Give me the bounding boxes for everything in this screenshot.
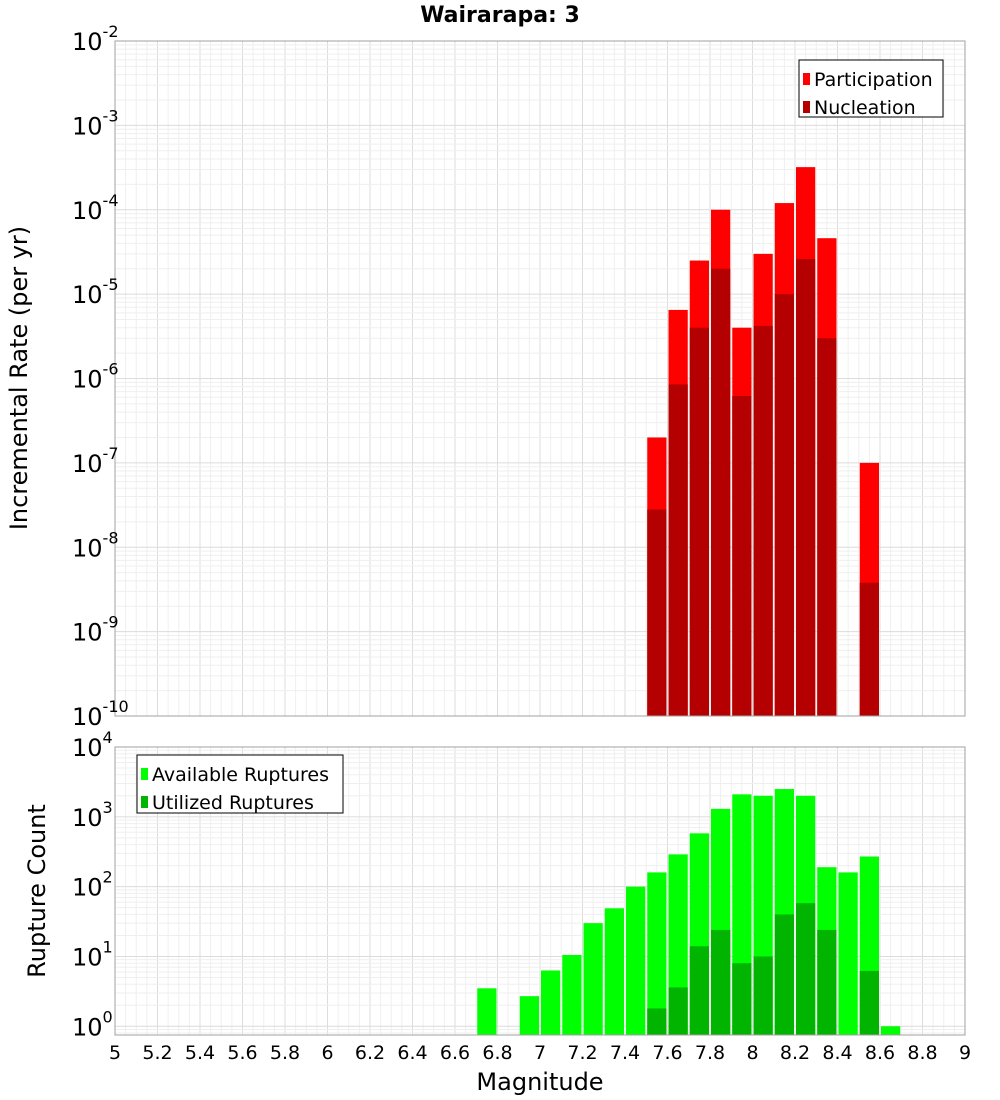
x-tick-label: 8.6 <box>865 1042 895 1064</box>
x-tick-label: 5.6 <box>227 1042 257 1064</box>
bar-available-ruptures <box>626 886 646 1035</box>
x-tick-label: 6.6 <box>440 1042 470 1064</box>
bar-utilized-ruptures <box>817 929 837 1035</box>
bar-available-ruptures <box>519 996 539 1035</box>
y-tick-label: 102 <box>72 868 113 902</box>
legend-swatch <box>141 768 148 780</box>
y-tick-label: 10-2 <box>72 22 119 56</box>
bar-available-ruptures <box>647 872 667 1035</box>
bar-utilized-ruptures <box>711 929 731 1035</box>
legend: Participation Nucleation <box>798 59 944 119</box>
y-tick-label: 10-4 <box>72 191 119 225</box>
bar-utilized-ruptures <box>753 956 773 1035</box>
y-tick-label: 103 <box>72 798 113 832</box>
bottom-y-axis-label: Rupture Count <box>23 804 51 978</box>
bar-nucleation <box>689 327 709 716</box>
bar-nucleation <box>732 396 752 716</box>
legend-swatch <box>141 796 148 808</box>
bar-nucleation <box>711 268 731 716</box>
x-tick-label: 5 <box>109 1042 121 1064</box>
x-tick-label: 8.2 <box>780 1042 810 1064</box>
bar-utilized-ruptures <box>668 987 688 1035</box>
y-tick-label: 10-3 <box>72 106 119 140</box>
bar-utilized-ruptures <box>647 1008 667 1035</box>
x-tick-label: 8.8 <box>907 1042 937 1064</box>
bar-nucleation <box>774 294 794 717</box>
x-tick-label: 6.2 <box>355 1042 385 1064</box>
plot-frame <box>114 746 966 1036</box>
bar-nucleation <box>668 384 688 716</box>
x-axis-label: Magnitude <box>476 1068 603 1096</box>
x-tick-label: 9 <box>959 1042 971 1064</box>
y-tick-label: 10-10 <box>72 697 129 731</box>
bar-available-ruptures <box>541 970 561 1035</box>
y-tick-label: 10-5 <box>72 275 119 309</box>
legend-label: Participation <box>814 69 933 91</box>
bar-utilized-ruptures <box>796 903 816 1035</box>
y-tick-label: 104 <box>72 728 113 762</box>
x-tick-label: 5.4 <box>185 1042 215 1064</box>
x-tick-label: 8 <box>746 1042 758 1064</box>
bar-nucleation <box>817 338 837 716</box>
y-tick-label: 101 <box>72 937 113 971</box>
bar-nucleation <box>859 582 879 716</box>
x-tick-label: 5.8 <box>270 1042 300 1064</box>
x-tick-label: 6 <box>321 1042 333 1064</box>
bar-utilized-ruptures <box>859 970 879 1035</box>
y-tick-label: 10-9 <box>72 613 119 647</box>
bar-available-ruptures <box>881 1026 901 1035</box>
bar-nucleation <box>753 325 773 716</box>
x-tick-label: 6.4 <box>397 1042 427 1064</box>
legend: Available Ruptures Utilized Ruptures <box>136 754 344 814</box>
bar-available-ruptures <box>838 872 858 1035</box>
bottom-panel: 100 101 102 103 104 5 5.2 5.4 5.6 5.8 6 6.2 6.4 6.6 6.… <box>72 728 971 1064</box>
bar-available-ruptures <box>562 954 582 1035</box>
y-tick-label: 10-6 <box>72 360 119 394</box>
bar-nucleation <box>796 259 816 716</box>
legend-label: Available Ruptures <box>152 764 329 786</box>
legend-swatch <box>803 73 810 85</box>
bar-utilized-ruptures <box>732 963 752 1035</box>
legend-swatch <box>803 101 810 113</box>
legend-label: Nucleation <box>814 97 916 119</box>
bar-nucleation <box>647 509 667 716</box>
legend-box <box>136 754 344 814</box>
bar-available-ruptures <box>583 923 603 1035</box>
x-tick-label: 8.4 <box>822 1042 852 1064</box>
bar-available-ruptures <box>604 908 624 1035</box>
bar-utilized-ruptures <box>774 914 794 1035</box>
x-tick-label: 7.8 <box>695 1042 725 1064</box>
x-tick-label: 7.2 <box>567 1042 597 1064</box>
bar-available-ruptures <box>477 988 497 1035</box>
x-tick-label: 7.4 <box>610 1042 640 1064</box>
legend-box <box>798 59 944 118</box>
y-tick-label: 100 <box>72 1007 113 1041</box>
legend-label: Utilized Ruptures <box>152 792 314 814</box>
x-tick-label: 6.8 <box>482 1042 512 1064</box>
x-tick-label: 5.2 <box>142 1042 172 1064</box>
x-tick-label: 7.6 <box>652 1042 682 1064</box>
y-tick-label: 10-7 <box>72 444 119 478</box>
y-tick-label: 10-8 <box>72 528 119 562</box>
plot-frame <box>114 40 966 717</box>
x-tick-label: 7 <box>534 1042 546 1064</box>
top-y-axis-label: Incremental Rate (per yr) <box>5 226 33 530</box>
bar-utilized-ruptures <box>689 946 709 1035</box>
top-panel: 10-10 10-9 10-8 10-7 10-6 10-5 10-4 10-3 10-2 Par… <box>72 22 966 731</box>
chart-title: Wairarapa: 3 <box>420 3 580 28</box>
